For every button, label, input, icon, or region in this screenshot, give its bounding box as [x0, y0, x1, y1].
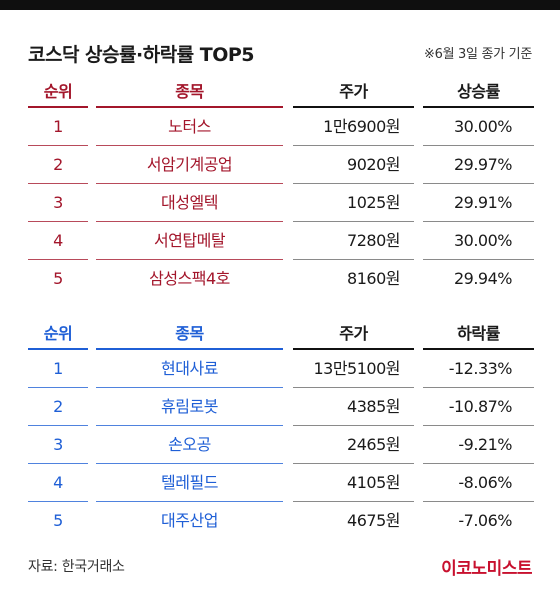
price-cell: 8160원: [347, 269, 400, 288]
rank-cell: 3: [28, 426, 88, 464]
stock-name-cell: 휴림로봇: [96, 388, 283, 426]
top-bar: [0, 0, 560, 10]
table-row: 4 서연탑메탈 7280원 30.00%: [28, 222, 534, 260]
rank-cell: 2: [28, 388, 88, 426]
stock-name-cell: 삼성스팩4호: [149, 269, 230, 288]
header-rank: 순위: [28, 78, 88, 108]
table-row: 5 삼성스팩4호 8160원 29.94%: [28, 260, 534, 298]
price-cell: 1만6900원: [293, 108, 414, 146]
losers-table: 순위 종목 주가 하락률 1 현대사료 13만5100원 -12.33% 2 휴…: [28, 320, 534, 540]
stock-name-cell: 대주산업: [161, 511, 218, 530]
stock-name-cell: 노터스: [96, 108, 283, 146]
price-cell: 9020원: [293, 146, 414, 184]
stock-name-cell: 서연탑메탈: [96, 222, 283, 260]
rank-cell: 1: [28, 108, 88, 146]
rate-cell: -12.33%: [423, 350, 534, 388]
losers-header-row: 순위 종목 주가 하락률: [28, 320, 534, 350]
header-rank: 순위: [28, 320, 88, 350]
rate-cell: 29.94%: [453, 269, 513, 288]
price-cell: 2465원: [293, 426, 414, 464]
header-rate: 하락률: [423, 320, 534, 350]
source-label: 자료: 한국거래소: [28, 559, 125, 575]
price-cell: 4675원: [347, 511, 400, 530]
header-name: 종목: [96, 320, 283, 350]
stock-name-cell: 현대사료: [96, 350, 283, 388]
stock-name-cell: 손오공: [96, 426, 283, 464]
price-cell: 4105원: [293, 464, 414, 502]
rank-cell: 5: [53, 269, 63, 288]
header-price: 주가: [293, 78, 414, 108]
brand-logo: 이코노미스트: [441, 559, 532, 579]
rate-cell: 29.91%: [423, 184, 534, 222]
stock-name-cell: 서암기계공업: [96, 146, 283, 184]
price-cell: 1025원: [293, 184, 414, 222]
header-name: 종목: [96, 78, 283, 108]
rate-cell: 30.00%: [423, 108, 534, 146]
rate-cell: -10.87%: [423, 388, 534, 426]
table-row: 1 현대사료 13만5100원 -12.33%: [28, 350, 534, 388]
table-row: 3 손오공 2465원 -9.21%: [28, 426, 534, 464]
price-cell: 13만5100원: [293, 350, 414, 388]
stock-name-cell: 텔레필드: [96, 464, 283, 502]
table-row: 3 대성엘텍 1025원 29.91%: [28, 184, 534, 222]
header-rate: 상승률: [423, 78, 534, 108]
table-row: 1 노터스 1만6900원 30.00%: [28, 108, 534, 146]
rank-cell: 1: [28, 350, 88, 388]
table-row: 5 대주산업 4675원 -7.06%: [28, 502, 534, 540]
rate-cell: -8.06%: [423, 464, 534, 502]
rank-cell: 4: [28, 464, 88, 502]
rate-cell: -9.21%: [423, 426, 534, 464]
price-cell: 4385원: [293, 388, 414, 426]
header-price: 주가: [293, 320, 414, 350]
table-row: 2 서암기계공업 9020원 29.97%: [28, 146, 534, 184]
price-cell: 7280원: [293, 222, 414, 260]
table-row: 2 휴림로봇 4385원 -10.87%: [28, 388, 534, 426]
gainers-table: 순위 종목 주가 상승률 1 노터스 1만6900원 30.00% 2 서암기계…: [28, 78, 534, 298]
stock-name-cell: 대성엘텍: [96, 184, 283, 222]
rank-cell: 2: [28, 146, 88, 184]
rate-cell: 29.97%: [423, 146, 534, 184]
gainers-header-row: 순위 종목 주가 상승률: [28, 78, 534, 108]
rate-cell: -7.06%: [458, 511, 512, 530]
rate-cell: 30.00%: [423, 222, 534, 260]
table-row: 4 텔레필드 4105원 -8.06%: [28, 464, 534, 502]
page-title: 코스닥 상승률·하락률 TOP5: [28, 44, 255, 66]
rank-cell: 4: [28, 222, 88, 260]
basis-note: ※6월 3일 종가 기준: [424, 47, 532, 62]
rank-cell: 3: [28, 184, 88, 222]
rank-cell: 5: [53, 511, 63, 530]
